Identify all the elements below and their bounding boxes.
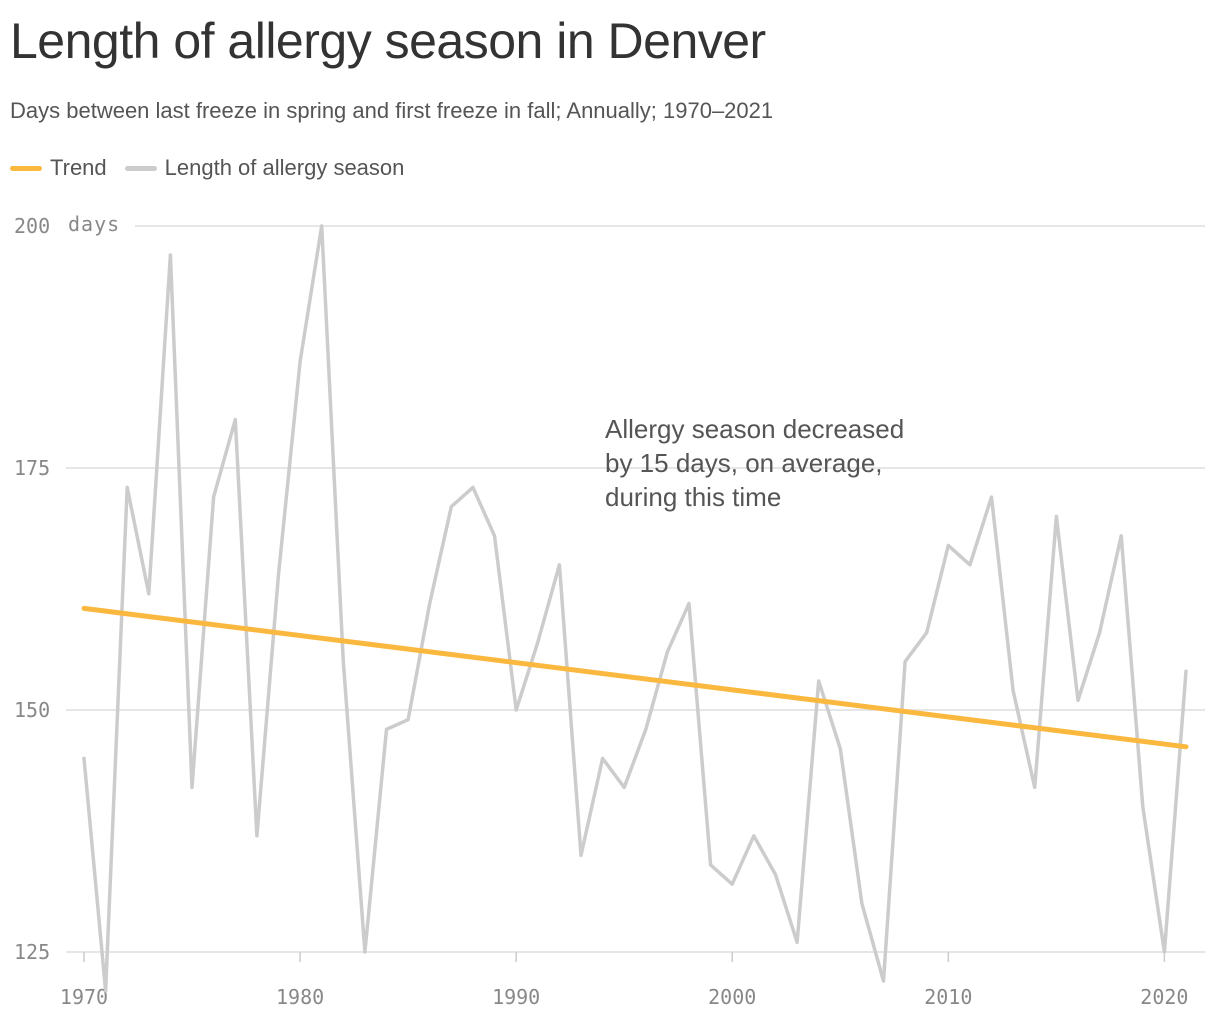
data-point xyxy=(1119,534,1123,538)
data-point xyxy=(493,534,497,538)
y-tick-label: 200 xyxy=(14,214,50,238)
data-point xyxy=(125,485,129,489)
annotation-line: Allergy season decreased xyxy=(605,414,905,444)
legend-label-season: Length of allergy season xyxy=(164,155,405,180)
series-lines xyxy=(81,224,1189,993)
x-tick-label: 2020 xyxy=(1140,985,1188,1009)
data-point xyxy=(82,756,86,760)
x-tick-label: 2000 xyxy=(708,985,756,1009)
data-point xyxy=(795,940,799,944)
data-point xyxy=(1141,805,1145,809)
x-axis-ticks: 1970 1980 1990 2000 2010 2020 xyxy=(60,952,1188,1009)
data-point xyxy=(255,834,259,838)
chart-legend: Trend Length of allergy season xyxy=(10,155,422,181)
data-point xyxy=(990,495,994,499)
data-point xyxy=(363,950,367,954)
data-point xyxy=(1162,950,1166,954)
data-point xyxy=(514,708,518,712)
data-point xyxy=(752,834,756,838)
data-point xyxy=(341,660,345,664)
gridlines xyxy=(66,225,1205,953)
trend-annotation: Allergy season decreased by 15 days, on … xyxy=(605,412,965,514)
x-tick-label: 2010 xyxy=(924,985,972,1009)
data-point xyxy=(665,650,669,654)
data-point xyxy=(730,882,734,886)
data-point xyxy=(881,979,885,983)
data-point xyxy=(428,602,432,606)
data-point xyxy=(622,785,626,789)
x-tick-label: 1970 xyxy=(60,985,108,1009)
annotation-line: by 15 days, on average, xyxy=(605,448,883,478)
x-tick-label: 1990 xyxy=(492,985,540,1009)
data-point xyxy=(233,418,237,422)
data-point xyxy=(1184,669,1188,673)
data-point xyxy=(644,727,648,731)
data-point xyxy=(104,989,108,993)
data-point xyxy=(601,756,605,760)
data-point xyxy=(471,485,475,489)
legend-swatch-season xyxy=(124,165,157,171)
data-point xyxy=(817,679,821,683)
data-point xyxy=(860,902,864,906)
data-point xyxy=(1033,785,1037,789)
data-point xyxy=(968,563,972,567)
data-point xyxy=(449,505,453,509)
data-point xyxy=(687,602,691,606)
x-tick-label: 1980 xyxy=(276,985,324,1009)
data-point xyxy=(838,747,842,751)
data-point xyxy=(536,640,540,644)
data-point xyxy=(1011,689,1015,693)
data-point xyxy=(147,592,151,596)
y-tick-label: 150 xyxy=(14,698,50,722)
data-point xyxy=(385,727,389,731)
chart-subtitle: Days between last freeze in spring and f… xyxy=(10,98,774,123)
chart-title: Length of allergy season in Denver xyxy=(10,13,766,69)
annotation-line: during this time xyxy=(605,482,782,512)
data-point xyxy=(1098,631,1102,635)
legend-item-trend: Trend xyxy=(10,155,107,181)
y-axis-ticks: 125 150 175 200 days xyxy=(14,212,120,964)
y-axis-unit-label: days xyxy=(68,212,120,236)
data-point xyxy=(320,224,324,228)
data-point xyxy=(925,631,929,635)
data-point xyxy=(190,785,194,789)
data-point xyxy=(1054,514,1058,518)
data-point xyxy=(773,873,777,877)
data-point xyxy=(298,360,302,364)
legend-item-season: Length of allergy season xyxy=(124,155,405,181)
data-point xyxy=(212,495,216,499)
data-point xyxy=(579,853,583,857)
trend-line xyxy=(81,605,1189,750)
data-point xyxy=(168,253,172,257)
data-point xyxy=(709,863,713,867)
data-point xyxy=(557,563,561,567)
y-tick-label: 175 xyxy=(14,456,50,480)
allergy-season-line xyxy=(82,224,1188,993)
data-point xyxy=(406,718,410,722)
legend-label-trend: Trend xyxy=(50,155,107,180)
data-point xyxy=(946,543,950,547)
legend-swatch-trend xyxy=(10,165,42,171)
data-point xyxy=(903,660,907,664)
data-point xyxy=(276,572,280,576)
data-point xyxy=(1076,698,1080,702)
y-tick-label: 125 xyxy=(14,940,50,964)
